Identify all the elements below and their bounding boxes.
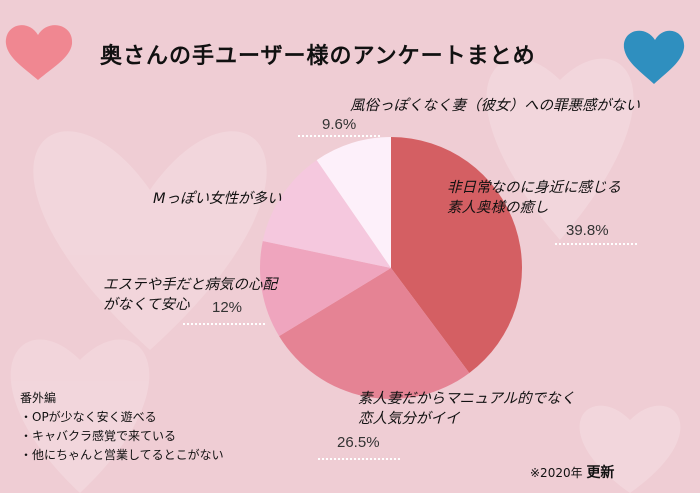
label-line: 風俗っぽくなく妻（彼女）への罪悪感がない [350,98,640,114]
extra-item: ・OPが少なく安く遊べる [20,410,157,424]
value-label-1: 26.5% [337,434,380,451]
note-year: ※2020年 [530,466,583,480]
dotted-divider [298,135,380,137]
slice-label-4: 風俗っぽくなく妻（彼女）への罪悪感がない [350,96,640,116]
label-line: Mっぽい女性が多い [153,191,282,207]
background-hearts [10,58,681,493]
dotted-divider [318,458,400,460]
label-line: がなくて安心 [103,297,190,313]
pie-slice-0 [391,137,522,374]
pie-slice-2 [260,241,391,337]
value-label-4: 9.6% [322,116,357,133]
value-label-0: 39.8% [566,222,609,239]
slice-label-0: 非日常なのに身近に感じる 素人奥様の癒し [447,178,621,218]
heart-left-icon [5,25,73,80]
extra-heading: 番外編 [20,391,57,405]
slice-label-1: 素人妻だからマニュアル的でなく 恋人気分がイイ [358,389,575,429]
label-line: エステや手だと病気の心配 [103,277,277,293]
extra-notes: 番外編 ・OPが少なく安く遊べる ・キャバクラ感覚で来ている ・他にちゃんと営業… [20,389,224,465]
dotted-divider [555,243,637,245]
note-updated: 更新 [586,465,615,481]
label-line: 非日常なのに身近に感じる [447,180,621,196]
slice-label-2: エステや手だと病気の心配 がなくて安心 [103,275,277,315]
label-line: 恋人気分がイイ [358,411,460,427]
update-note: ※2020年 更新 [530,462,614,482]
label-line: 素人妻だからマニュアル的でなく [358,391,576,407]
value-label-2: 12% [212,299,243,316]
pie-slice-4 [316,137,391,268]
extra-item: ・他にちゃんと営業してるとこがない [20,448,224,462]
page-title: 奥さんの手ユーザー様のアンケートまとめ [100,44,536,69]
slice-label-3: Mっぽい女性が多い [153,189,282,209]
pie-slice-1 [279,268,470,399]
label-line: 素人奥様の癒し [447,200,549,216]
dotted-divider [183,323,265,325]
heart-right-icon [623,30,685,84]
pie-slice-3 [262,160,391,268]
extra-item: ・キャバクラ感覚で来ている [20,429,177,443]
pie-chart [260,137,522,399]
